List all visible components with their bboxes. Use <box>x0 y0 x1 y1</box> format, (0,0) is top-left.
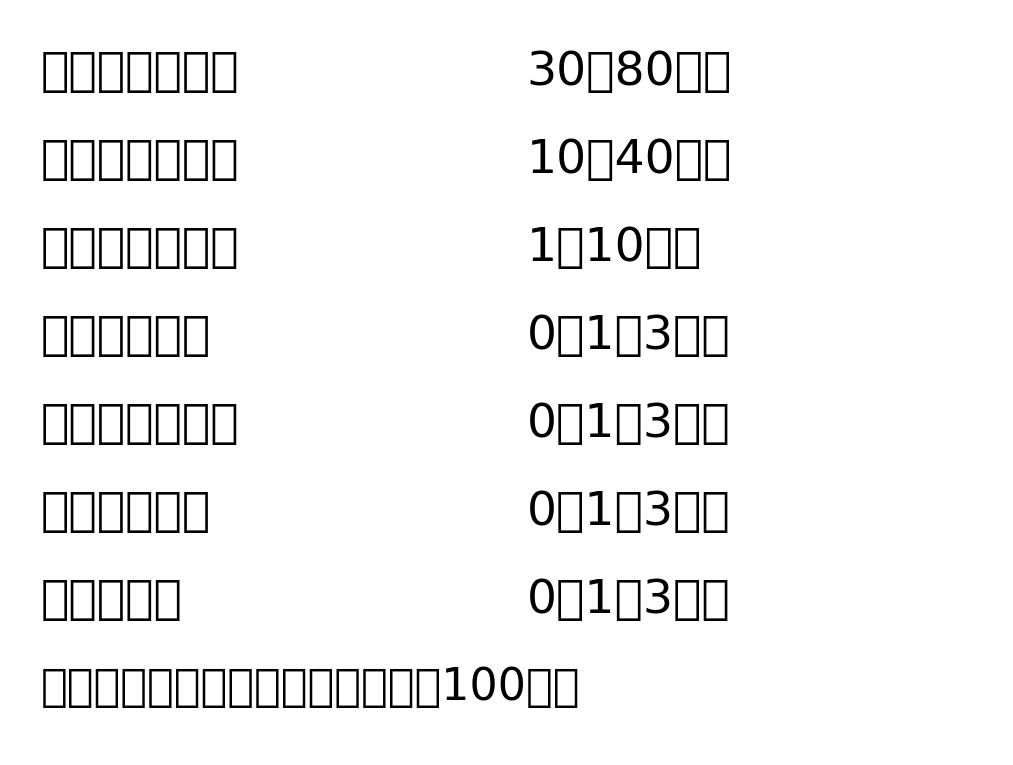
Text: 1－10％；: 1－10％； <box>527 226 702 271</box>
Text: 所有原料组份的重量百分比之和为100％，: 所有原料组份的重量百分比之和为100％， <box>41 666 580 708</box>
Text: 三氧化二钒粉末: 三氧化二钒粉末 <box>41 226 239 271</box>
Text: 0．1－3％；: 0．1－3％； <box>527 578 730 623</box>
Text: 三氧化二铝粉末: 三氧化二铝粉末 <box>41 402 239 447</box>
Text: 10－40％；: 10－40％； <box>527 138 732 183</box>
Text: 0．1－3％；: 0．1－3％； <box>527 314 730 359</box>
Text: 氧化钙粉末: 氧化钙粉末 <box>41 578 182 623</box>
Text: 30－80％；: 30－80％； <box>527 50 732 95</box>
Text: 0．1－3％；: 0．1－3％； <box>527 490 730 535</box>
Text: 二氧化锇粉末: 二氧化锇粉末 <box>41 314 211 359</box>
Text: 电溶氧化镁粉末: 电溶氧化镁粉末 <box>41 50 239 95</box>
Text: 二氧化硅粉末: 二氧化硅粉末 <box>41 490 211 535</box>
Text: 重质氧化镁粉末: 重质氧化镁粉末 <box>41 138 239 183</box>
Text: 0．1－3％；: 0．1－3％； <box>527 402 730 447</box>
